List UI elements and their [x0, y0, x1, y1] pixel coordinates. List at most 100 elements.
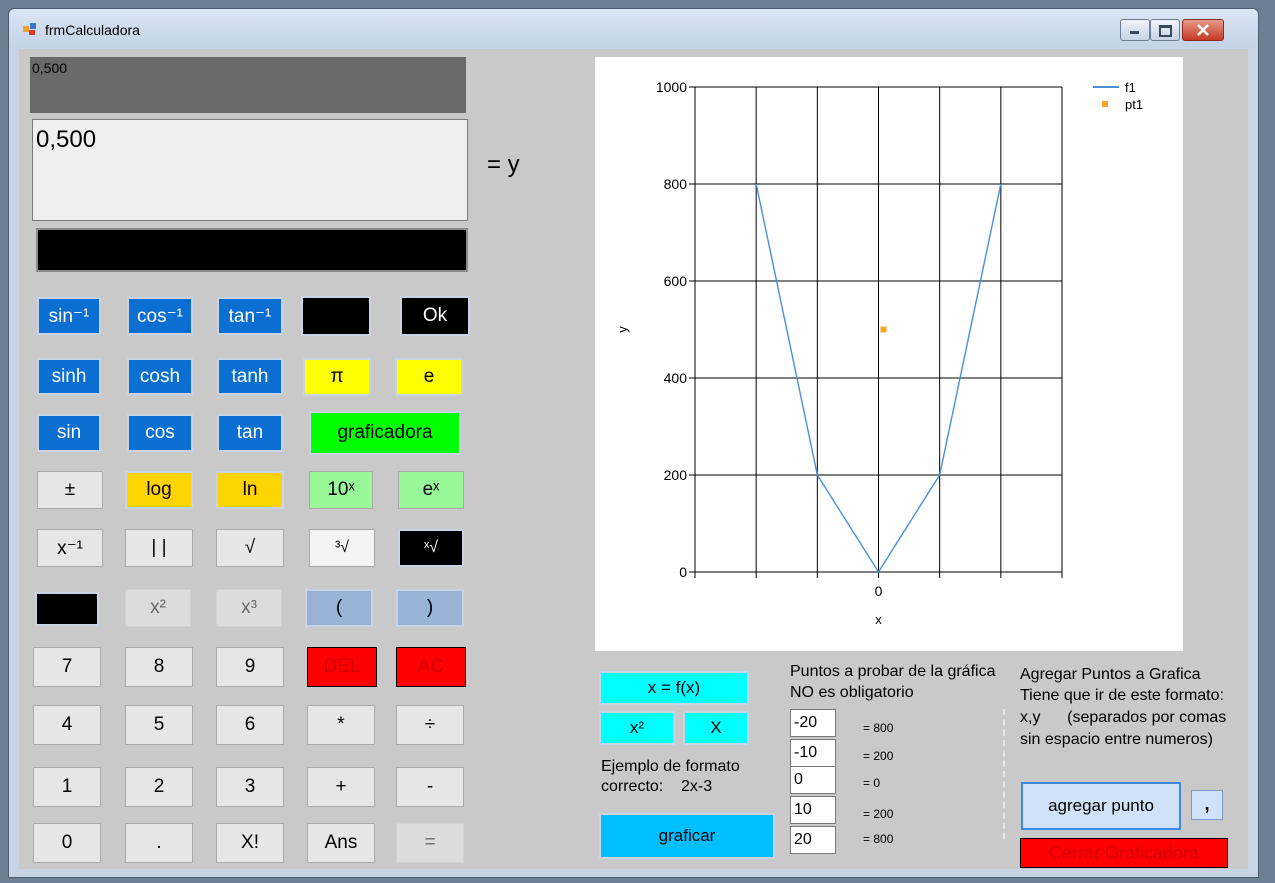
add-button[interactable]: + [307, 767, 375, 807]
ln-button[interactable]: ln [216, 471, 284, 509]
digit-7-button[interactable]: 7 [33, 647, 101, 687]
test-point-input-1[interactable] [790, 709, 836, 737]
digit-0-button[interactable]: 0 [33, 823, 101, 863]
sinh-button[interactable]: sinh [37, 358, 101, 395]
expression-text: 0,500 [36, 126, 97, 153]
example-label-line1: Ejemplo de formato [601, 758, 740, 775]
ok-button[interactable]: Ok [400, 296, 470, 336]
cube-button[interactable]: x³ [216, 589, 282, 627]
e-button[interactable]: e [395, 358, 463, 396]
test-point-result-1: = 800 [863, 721, 894, 735]
cerrar-graficadora-button[interactable]: Cerrar Graficadora [1020, 838, 1228, 868]
close-icon [1197, 24, 1209, 36]
comma-button[interactable]: , [1191, 790, 1223, 820]
y-tick-label: 1000 [656, 79, 687, 95]
test-point-result-5: = 800 [863, 832, 894, 846]
test-point-result-2: = 200 [863, 749, 894, 763]
atan-button[interactable]: tan⁻¹ [217, 297, 283, 335]
x-insert-button[interactable]: X [683, 711, 749, 745]
test-point-input-2[interactable] [790, 739, 836, 767]
example-label-line2: correcto: 2x-3 [601, 778, 713, 795]
y-tick-label: 0 [679, 564, 687, 580]
cosh-button[interactable]: cosh [127, 358, 193, 395]
y-tick-label: 800 [664, 176, 688, 192]
pow10-button[interactable]: 10ˣ [309, 471, 373, 509]
blank-black-button-2[interactable] [35, 592, 99, 626]
legend-swatch-pt1 [1102, 101, 1108, 107]
add-points-title: Agregar Puntos a Grafica [1020, 666, 1201, 683]
test-point-input-4[interactable] [790, 796, 836, 824]
blank-black-button[interactable] [301, 296, 371, 336]
x-axis-label: x [875, 612, 882, 627]
log-button[interactable]: log [125, 471, 193, 509]
ac-button[interactable]: AC [396, 647, 466, 687]
maximize-button[interactable] [1150, 19, 1180, 41]
expression-input[interactable]: 0,500 [32, 119, 468, 221]
series-line-f1 [755, 183, 1002, 574]
divide-button[interactable]: ÷ [396, 705, 464, 745]
tan-button[interactable]: tan [217, 414, 283, 452]
minimize-icon [1130, 31, 1139, 34]
right-paren-button[interactable]: ) [396, 589, 464, 627]
tanh-button[interactable]: tanh [217, 358, 283, 395]
series-point-pt1 [880, 326, 887, 333]
nroot-button[interactable]: ˣ√ [398, 529, 464, 567]
test-point-result-4: = 200 [863, 807, 894, 821]
x-tick-label: 0 [875, 583, 883, 599]
cbrt-button[interactable]: ³√ [309, 529, 375, 567]
history-text: 0,500 [32, 60, 68, 76]
test-point-input-3[interactable] [790, 766, 836, 794]
sign-button[interactable]: ± [37, 471, 103, 509]
decimal-button[interactable]: . [125, 823, 193, 863]
y-tick-label: 400 [664, 370, 688, 386]
agregar-punto-button[interactable]: agregar punto [1021, 782, 1181, 830]
multiply-button[interactable]: * [307, 705, 375, 745]
test-points-title: Puntos a probar de la gráfica [790, 663, 996, 680]
sin-button[interactable]: sin [37, 414, 101, 452]
chart-panel: 0 200 400 600 800 1000 0 x y f1 pt1 [595, 57, 1183, 651]
legend-label-pt1: pt1 [1125, 97, 1143, 112]
digit-3-button[interactable]: 3 [216, 767, 284, 807]
result-display [36, 228, 468, 272]
title-bar: frmCalculadora [9, 9, 1258, 47]
digit-8-button[interactable]: 8 [125, 647, 193, 687]
acos-button[interactable]: cos⁻¹ [127, 297, 193, 335]
form-client-area: 0,500 0,500 = y sin⁻¹ cos⁻¹ tan⁻¹ Ok sin… [19, 49, 1248, 869]
graficar-button[interactable]: graficar [599, 813, 775, 859]
cos-button[interactable]: cos [127, 414, 193, 452]
exp-button[interactable]: eˣ [398, 471, 464, 509]
digit-4-button[interactable]: 4 [33, 705, 101, 745]
add-points-line2: x,y (separados por comas [1020, 709, 1227, 726]
pi-button[interactable]: π [303, 358, 371, 396]
y-tick-label: 200 [664, 467, 688, 483]
factorial-button[interactable]: X! [216, 823, 284, 863]
x-squared-insert-button[interactable]: x² [599, 711, 675, 745]
sqrt-button[interactable]: √ [216, 529, 284, 567]
digit-5-button[interactable]: 5 [125, 705, 193, 745]
digit-6-button[interactable]: 6 [216, 705, 284, 745]
subtract-button[interactable]: - [396, 767, 464, 807]
app-icon [23, 23, 36, 35]
digit-1-button[interactable]: 1 [33, 767, 101, 807]
del-button[interactable]: DEL [307, 647, 377, 687]
ans-button[interactable]: Ans [307, 823, 375, 863]
abs-button[interactable]: | | [125, 529, 193, 567]
digit-2-button[interactable]: 2 [125, 767, 193, 807]
graficadora-button[interactable]: graficadora [309, 411, 461, 455]
close-window-button[interactable] [1182, 19, 1224, 41]
asin-button[interactable]: sin⁻¹ [37, 297, 101, 335]
left-paren-button[interactable]: ( [305, 589, 373, 627]
y-axis-label: y [615, 326, 630, 333]
add-points-line1: Tiene que ir de este formato: [1020, 687, 1224, 704]
calculator-window: frmCalculadora 0,500 0,500 = y sin⁻¹ cos… [8, 8, 1259, 878]
equals-button[interactable]: = [396, 823, 464, 863]
history-display: 0,500 [30, 57, 466, 113]
digit-9-button[interactable]: 9 [216, 647, 284, 687]
x-equals-fx-button[interactable]: x = f(x) [599, 671, 749, 705]
test-point-input-5[interactable] [790, 826, 836, 854]
add-points-line3: sin espacio entre numeros) [1020, 731, 1213, 748]
reciprocal-button[interactable]: x⁻¹ [37, 529, 103, 567]
minimize-button[interactable] [1120, 19, 1150, 41]
square-button[interactable]: x² [125, 589, 191, 627]
separator-line [1003, 709, 1005, 839]
